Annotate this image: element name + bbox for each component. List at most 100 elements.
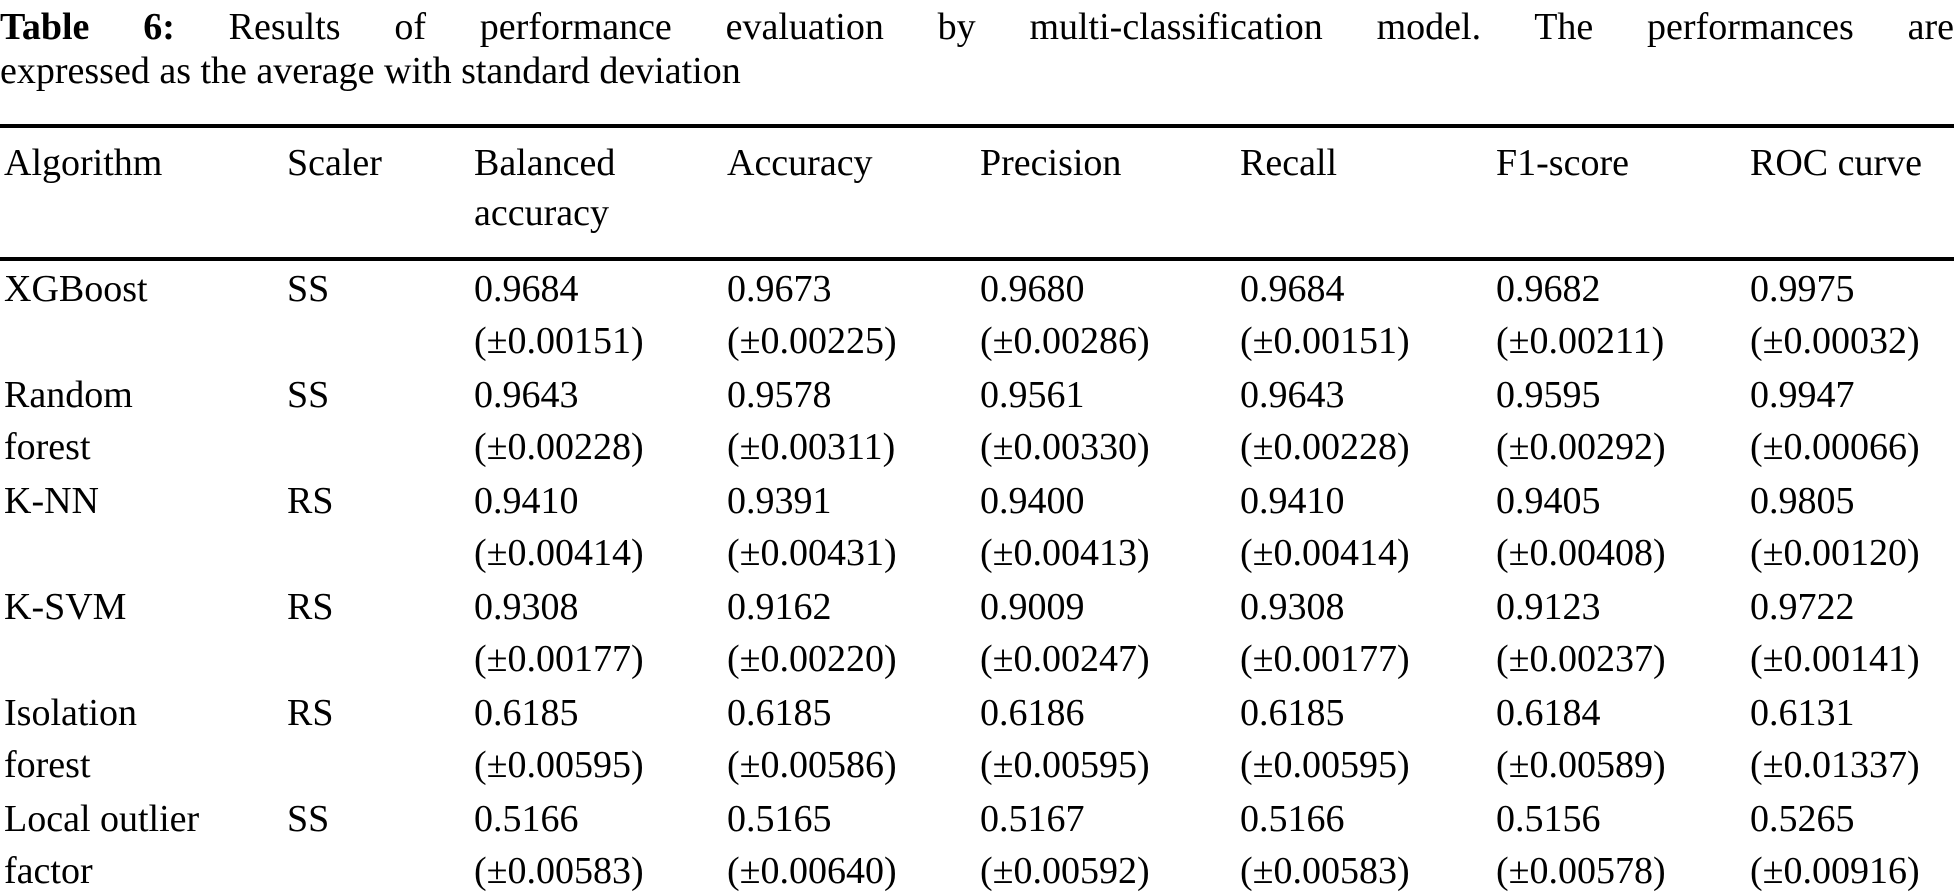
cell-recall: 0.9643 (±0.00228): [1236, 367, 1492, 473]
metric-mean: 0.9405: [1496, 480, 1601, 522]
cell-f1-score: 0.9595 (±0.00292): [1492, 367, 1746, 473]
cell-accuracy: 0.9673 (±0.00225): [723, 259, 976, 367]
cell-precision: 0.5167 (±0.00592): [976, 791, 1236, 892]
header-label: Algorithm: [4, 142, 163, 184]
table-body: XGBoost SS 0.9684 (±0.00151) 0.9673 (±0.00…: [0, 259, 1954, 892]
metric-mean: 0.9684: [1240, 268, 1345, 310]
cell-recall: 0.5166 (±0.00583): [1236, 791, 1492, 892]
metric-std: (±0.00177): [1240, 638, 1410, 680]
cell-scaler: RS: [287, 586, 334, 628]
cell-roc-curve: 0.9722 (±0.00141): [1746, 579, 1954, 685]
algorithm-name: forest: [4, 744, 91, 786]
cell-f1-score: 0.9682 (±0.00211): [1492, 259, 1746, 367]
metric-mean: 0.5156: [1496, 798, 1601, 840]
metric-mean: 0.9643: [1240, 374, 1345, 416]
table-row-random-forest: Random forest SS 0.9643 (±0.00228) 0.9578 (…: [0, 367, 1954, 473]
table-row-isolation-forest: Isolation forest RS 0.6185 (±0.00595) 0.61…: [0, 685, 1954, 791]
cell-scaler: SS: [287, 798, 330, 840]
cell-recall: 0.9308 (±0.00177): [1236, 579, 1492, 685]
metric-std: (±0.00640): [727, 850, 897, 892]
metric-mean: 0.9975: [1750, 268, 1855, 310]
header-label: Precision: [980, 142, 1122, 184]
metric-std: (±0.00292): [1496, 426, 1666, 468]
metric-std: (±0.00120): [1750, 532, 1920, 574]
metric-std: (±0.00583): [1240, 850, 1410, 892]
cell-balanced-accuracy: 0.9410 (±0.00414): [470, 473, 723, 579]
metric-mean: 0.5165: [727, 798, 832, 840]
column-header-recall: Recall: [1236, 126, 1492, 261]
metric-std: (±0.00286): [980, 320, 1150, 362]
metric-mean: 0.6185: [474, 692, 579, 734]
cell-recall: 0.6185 (±0.00595): [1236, 685, 1492, 791]
cell-algorithm: Isolation forest: [0, 685, 283, 791]
metric-std: (±0.00225): [727, 320, 897, 362]
algorithm-name: factor: [4, 850, 93, 892]
metric-mean: 0.9308: [1240, 586, 1345, 628]
metric-std: (±0.00247): [980, 638, 1150, 680]
metric-std: (±0.00413): [980, 532, 1150, 574]
cell-algorithm: XGBoost: [0, 259, 283, 367]
metric-std: (±0.00414): [1240, 532, 1410, 574]
cell-scaler: SS: [287, 374, 330, 416]
table-caption-line2: expressed as the average with standard d…: [0, 50, 741, 92]
metric-std: (±0.00220): [727, 638, 897, 680]
column-header-roc-curve: ROC curve: [1746, 126, 1954, 261]
cell-balanced-accuracy: 0.9684 (±0.00151): [470, 259, 723, 367]
header-label: ROC curve: [1750, 142, 1923, 184]
cell-precision: 0.6186 (±0.00595): [976, 685, 1236, 791]
metric-std: (±0.00431): [727, 532, 897, 574]
metric-mean: 0.6185: [1240, 692, 1345, 734]
cell-precision: 0.9009 (±0.00247): [976, 579, 1236, 685]
algorithm-name: K-SVM: [4, 586, 127, 628]
cell-f1-score: 0.6184 (±0.00589): [1492, 685, 1746, 791]
cell-f1-score: 0.9405 (±0.00408): [1492, 473, 1746, 579]
metric-std: (±0.00408): [1496, 532, 1666, 574]
metric-std: (±0.00228): [1240, 426, 1410, 468]
metric-mean: 0.9391: [727, 480, 832, 522]
header-row: Algorithm Scaler Balanced accuracy Accura…: [0, 126, 1954, 261]
table-caption: Table 6: Results of performance evaluati…: [0, 0, 1954, 93]
cell-scaler: RS: [287, 480, 334, 522]
metric-mean: 0.9410: [1240, 480, 1345, 522]
metric-mean: 0.9722: [1750, 586, 1855, 628]
metric-mean: 0.5166: [474, 798, 579, 840]
cell-algorithm: Local outlier factor: [0, 791, 283, 892]
metric-std: (±0.00414): [474, 532, 644, 574]
metric-std: (±0.00595): [980, 744, 1150, 786]
cell-precision: 0.9680 (±0.00286): [976, 259, 1236, 367]
metric-mean: 0.9805: [1750, 480, 1855, 522]
metric-mean: 0.6185: [727, 692, 832, 734]
metric-mean: 0.9682: [1496, 268, 1601, 310]
cell-accuracy: 0.5165 (±0.00640): [723, 791, 976, 892]
metric-std: (±0.00595): [474, 744, 644, 786]
metric-mean: 0.9308: [474, 586, 579, 628]
metric-std: (±0.00177): [474, 638, 644, 680]
cell-scaler: RS: [287, 692, 334, 734]
metric-mean: 0.9595: [1496, 374, 1601, 416]
metric-mean: 0.9410: [474, 480, 579, 522]
cell-scaler: SS: [287, 268, 330, 310]
metric-std: (±0.00311): [727, 426, 896, 468]
algorithm-name: XGBoost: [4, 268, 148, 310]
metric-std: (±0.00589): [1496, 744, 1666, 786]
table-row-k-nn: K-NN RS 0.9410 (±0.00414) 0.9391 (±0.00431…: [0, 473, 1954, 579]
column-header-accuracy: Accuracy: [723, 126, 976, 261]
metric-mean: 0.9684: [474, 268, 579, 310]
metric-mean: 0.9673: [727, 268, 832, 310]
metric-mean: 0.9162: [727, 586, 832, 628]
metric-mean: 0.9578: [727, 374, 832, 416]
cell-roc-curve: 0.5265 (±0.00916): [1746, 791, 1954, 892]
metric-std: (±0.00592): [980, 850, 1150, 892]
cell-algorithm: K-NN: [0, 473, 283, 579]
cell-roc-curve: 0.6131 (±0.01337): [1746, 685, 1954, 791]
metric-mean: 0.6184: [1496, 692, 1601, 734]
results-table: Algorithm Scaler Balanced accuracy Accura…: [0, 124, 1954, 892]
metric-mean: 0.9561: [980, 374, 1085, 416]
metric-std: (±0.00151): [1240, 320, 1410, 362]
header-label: F1-score: [1496, 142, 1629, 184]
column-header-balanced-accuracy: Balanced accuracy: [470, 126, 723, 261]
metric-mean: 0.9400: [980, 480, 1085, 522]
table-caption-line1: Table 6: Results of performance evaluati…: [0, 5, 1954, 49]
cell-balanced-accuracy: 0.9643 (±0.00228): [470, 367, 723, 473]
metric-std: (±0.00141): [1750, 638, 1920, 680]
